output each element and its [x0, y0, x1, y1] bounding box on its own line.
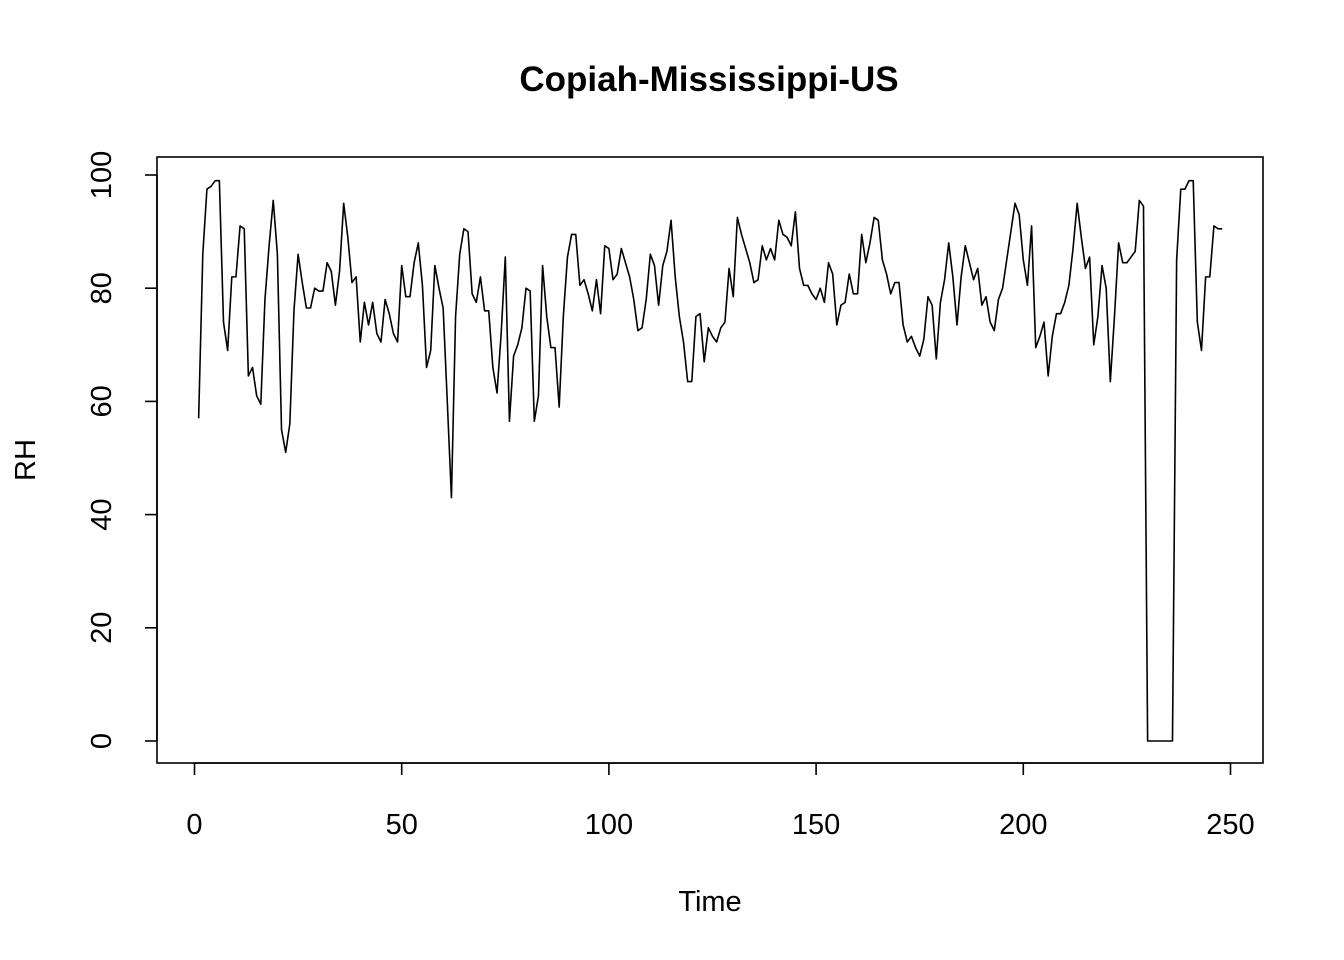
x-tick-label-100: 100 [585, 809, 633, 841]
y-axis: 0 20 40 60 80 100 [86, 151, 158, 749]
y-tick-label-100: 100 [86, 151, 118, 199]
y-tick-label-60: 60 [86, 385, 118, 417]
x-axis-label: Time [678, 886, 741, 918]
x-tick-label-250: 250 [1206, 809, 1254, 841]
x-tick-label-150: 150 [792, 809, 840, 841]
series-line [197, 179, 1223, 742]
plot-frame [156, 156, 1264, 764]
y-axis-label: RH [10, 439, 42, 481]
y-tick-label-0: 0 [86, 733, 118, 749]
x-tick-label-0: 0 [186, 809, 202, 841]
x-tick-label-200: 200 [999, 809, 1047, 841]
x-tick-label-50: 50 [386, 809, 418, 841]
chart-title: Copiah-Mississippi-US [519, 60, 898, 99]
y-tick-label-40: 40 [86, 498, 118, 530]
x-axis: 0 50 100 150 200 250 [186, 762, 1255, 841]
y-tick-label-20: 20 [86, 612, 118, 644]
y-tick-label-80: 80 [86, 272, 118, 304]
